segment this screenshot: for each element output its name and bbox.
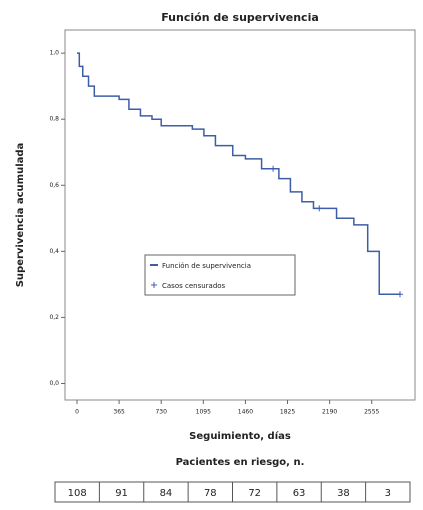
at-risk-value: 72 (248, 488, 261, 499)
y-axis-label: Supervivencia acumulada (15, 143, 26, 288)
legend-swatch (151, 282, 157, 288)
at-risk-value: 3 (385, 488, 391, 499)
x-axis-label: Seguimiento, días (189, 430, 291, 442)
x-tick-label: 1825 (280, 409, 295, 416)
x-tick-label: 0 (75, 409, 79, 416)
x-tick-label: 730 (155, 409, 167, 416)
at-risk-value: 63 (293, 488, 306, 499)
at-risk-value: 84 (160, 488, 173, 499)
at-risk-value: 91 (115, 488, 128, 499)
x-tick-label: 365 (113, 409, 125, 416)
at-risk-value: 38 (337, 488, 350, 499)
x-tick-label: 2555 (364, 409, 379, 416)
censor-mark (397, 291, 404, 298)
censor-mark (270, 165, 277, 172)
x-tick-label: 2190 (322, 409, 337, 416)
legend-box (144, 254, 296, 296)
x-tick-label: 1095 (196, 409, 211, 416)
at-risk-value: 108 (68, 488, 87, 499)
survival-curve (76, 52, 401, 296)
y-tick-label: 0,0 (49, 380, 59, 387)
x-tick-label: 1460 (238, 409, 253, 416)
at-risk-title: Pacientes en riesgo, n. (176, 457, 305, 468)
y-tick-label: 0,4 (49, 248, 59, 255)
legend-label: Casos censurados (162, 282, 226, 290)
y-tick-label: 1,0 (49, 50, 59, 57)
y-tick-label: 0,6 (49, 182, 59, 189)
chart-title: Función de supervivencia (161, 11, 319, 24)
censor-mark (316, 205, 323, 212)
legend-label: Función de supervivencia (162, 262, 251, 270)
plot-frame (64, 29, 416, 401)
y-tick-label: 0,8 (49, 116, 59, 123)
at-risk-value: 78 (204, 488, 217, 499)
y-tick-label: 0,2 (49, 314, 59, 321)
